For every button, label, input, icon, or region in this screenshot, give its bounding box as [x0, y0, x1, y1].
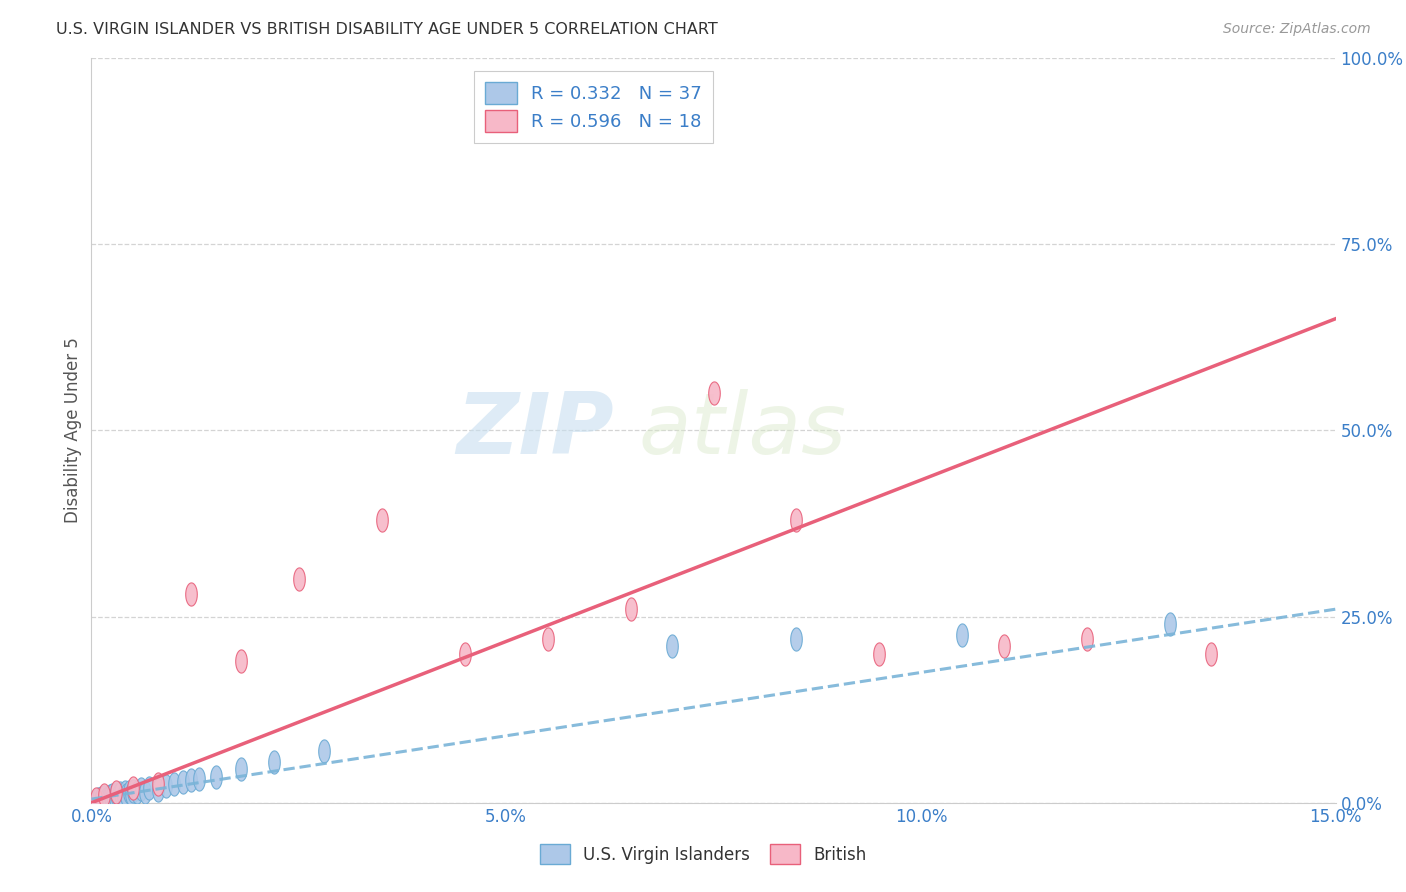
Point	[84, 792, 107, 806]
Point	[87, 792, 110, 806]
Point	[188, 772, 211, 786]
Point	[118, 785, 141, 799]
Point	[869, 647, 891, 661]
Point	[97, 790, 120, 805]
Point	[96, 792, 118, 806]
Point	[287, 573, 309, 587]
Point	[180, 587, 202, 601]
Point	[105, 784, 128, 798]
Point	[205, 770, 228, 784]
Point	[619, 602, 641, 616]
Point	[1076, 632, 1098, 646]
Point	[111, 789, 134, 803]
Point	[180, 773, 202, 788]
Point	[90, 791, 112, 805]
Point	[84, 793, 107, 807]
Point	[229, 654, 252, 668]
Text: atlas: atlas	[638, 389, 846, 472]
Point	[146, 783, 169, 797]
Point	[661, 640, 683, 654]
Point	[993, 640, 1015, 654]
Point	[93, 789, 115, 803]
Point	[105, 787, 128, 801]
Point	[120, 787, 142, 801]
Point	[163, 777, 186, 791]
Point	[121, 780, 145, 795]
Point	[138, 780, 160, 795]
Point	[114, 784, 136, 798]
Point	[453, 647, 475, 661]
Legend: R = 0.332   N = 37, R = 0.596   N = 18: R = 0.332 N = 37, R = 0.596 N = 18	[474, 70, 713, 143]
Point	[121, 784, 145, 798]
Point	[93, 789, 115, 804]
Point	[263, 755, 285, 769]
Point	[125, 785, 148, 799]
Point	[129, 782, 152, 797]
Point	[110, 786, 132, 800]
Point	[115, 788, 138, 802]
Text: Source: ZipAtlas.com: Source: ZipAtlas.com	[1223, 22, 1371, 37]
Text: ZIP: ZIP	[457, 389, 614, 472]
Point	[89, 793, 111, 807]
Point	[702, 386, 725, 401]
Point	[229, 762, 252, 776]
Point	[1159, 617, 1181, 632]
Point	[146, 777, 169, 791]
Point	[1201, 647, 1223, 661]
Point	[134, 784, 156, 798]
Y-axis label: Disability Age Under 5: Disability Age Under 5	[63, 337, 82, 524]
Point	[172, 775, 194, 789]
Point	[536, 632, 558, 646]
Point	[785, 632, 807, 646]
Legend: U.S. Virgin Islanders, British: U.S. Virgin Islanders, British	[533, 838, 873, 871]
Point	[950, 628, 973, 642]
Point	[98, 789, 121, 803]
Point	[785, 513, 807, 527]
Text: U.S. VIRGIN ISLANDER VS BRITISH DISABILITY AGE UNDER 5 CORRELATION CHART: U.S. VIRGIN ISLANDER VS BRITISH DISABILI…	[56, 22, 718, 37]
Point	[155, 780, 177, 794]
Point	[107, 789, 129, 803]
Point	[104, 789, 127, 804]
Point	[371, 513, 394, 527]
Point	[101, 789, 124, 803]
Point	[312, 744, 335, 758]
